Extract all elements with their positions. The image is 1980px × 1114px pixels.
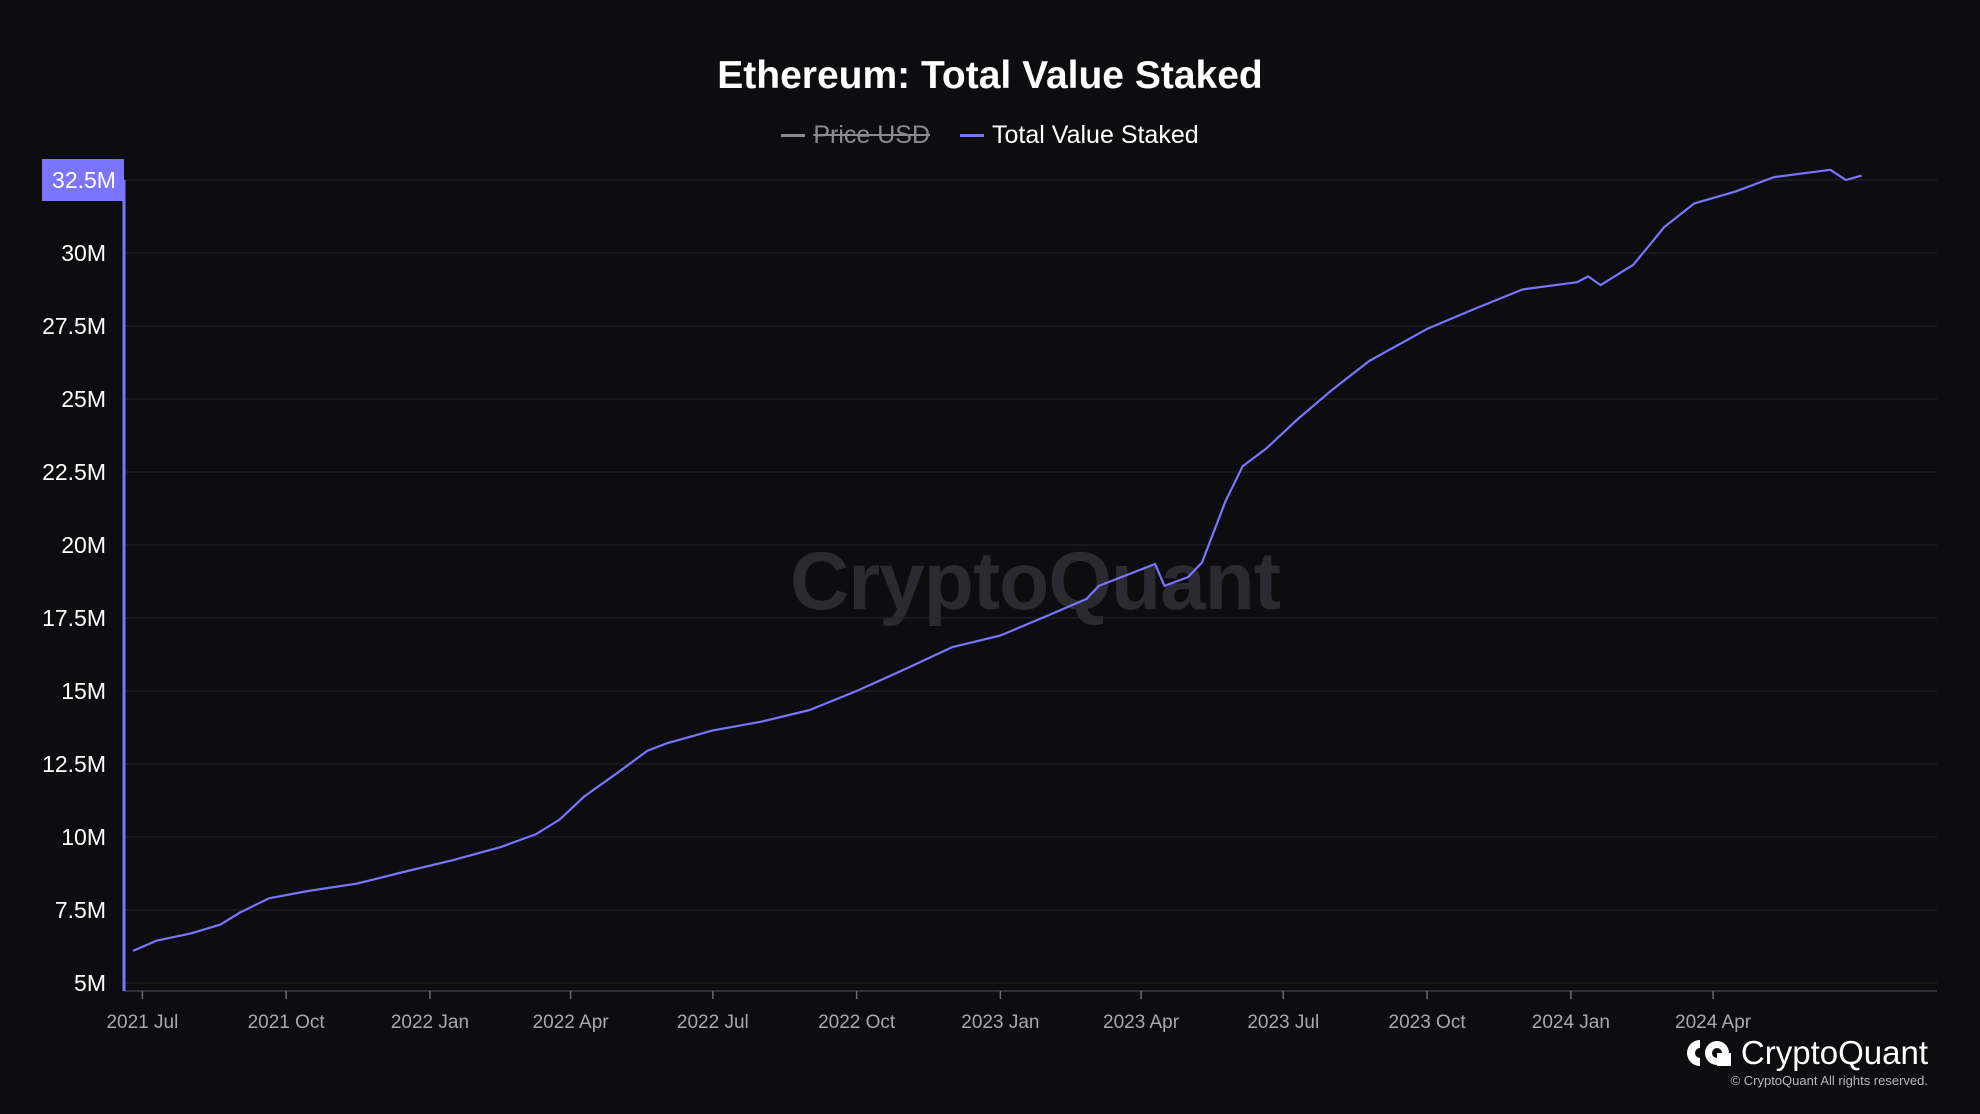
brand-name: CryptoQuant <box>1740 1034 1928 1071</box>
current-value-badge <box>42 159 124 201</box>
y-tick-label: 25M <box>61 386 106 412</box>
legend-label-price-usd: Price USD <box>813 121 931 149</box>
cryptoquant-logo-icon <box>1686 1040 1731 1066</box>
y-tick-label: 5M <box>74 970 106 996</box>
x-tick-label: 2022 Oct <box>818 1012 896 1033</box>
x-tick-label: 2024 Apr <box>1675 1012 1752 1033</box>
copyright-text: © CryptoQuant All rights reserved. <box>1730 1073 1928 1088</box>
x-tick-label: 2024 Jan <box>1532 1012 1610 1033</box>
y-tick-label: 22.5M <box>42 459 106 485</box>
y-tick-label: 15M <box>61 678 106 704</box>
y-tick-label: 27.5M <box>42 313 106 339</box>
x-tick-label: 2023 Oct <box>1389 1012 1467 1033</box>
legend-item-price-usd[interactable]: Price USD <box>781 121 930 150</box>
chart-title: Ethereum: Total Value Staked <box>717 54 1263 97</box>
x-tick-label: 2023 Jul <box>1247 1012 1319 1033</box>
legend-swatch-price-usd <box>781 134 806 137</box>
x-tick-label: 2023 Apr <box>1103 1012 1180 1033</box>
y-tick-label: 20M <box>61 532 106 558</box>
legend-label-total-value-staked: Total Value Staked <box>992 121 1199 149</box>
x-tick-label: 2022 Apr <box>533 1012 610 1033</box>
y-tick-label: 12.5M <box>42 751 106 777</box>
x-tick-label: 2023 Jan <box>961 1012 1039 1033</box>
chart-legend: Price USD Total Value Staked <box>0 121 1980 150</box>
x-tick-label: 2021 Jul <box>106 1012 178 1033</box>
y-tick-label: 30M <box>61 240 106 266</box>
current-value-label: 32.5M <box>52 167 116 193</box>
y-tick-label: 17.5M <box>42 605 106 631</box>
x-tick-label: 2021 Oct <box>248 1012 326 1033</box>
series-line-total-value-staked[interactable] <box>132 168 1862 952</box>
brand: CryptoQuant <box>1686 1034 1928 1072</box>
x-tick-label: 2022 Jan <box>391 1012 469 1033</box>
legend-item-total-value-staked[interactable]: Total Value Staked <box>960 121 1199 150</box>
y-tick-label: 10M <box>61 824 106 850</box>
x-tick-label: 2022 Jul <box>677 1012 749 1033</box>
legend-swatch-total-value-staked <box>960 134 985 137</box>
y-tick-label: 7.5M <box>55 897 106 923</box>
